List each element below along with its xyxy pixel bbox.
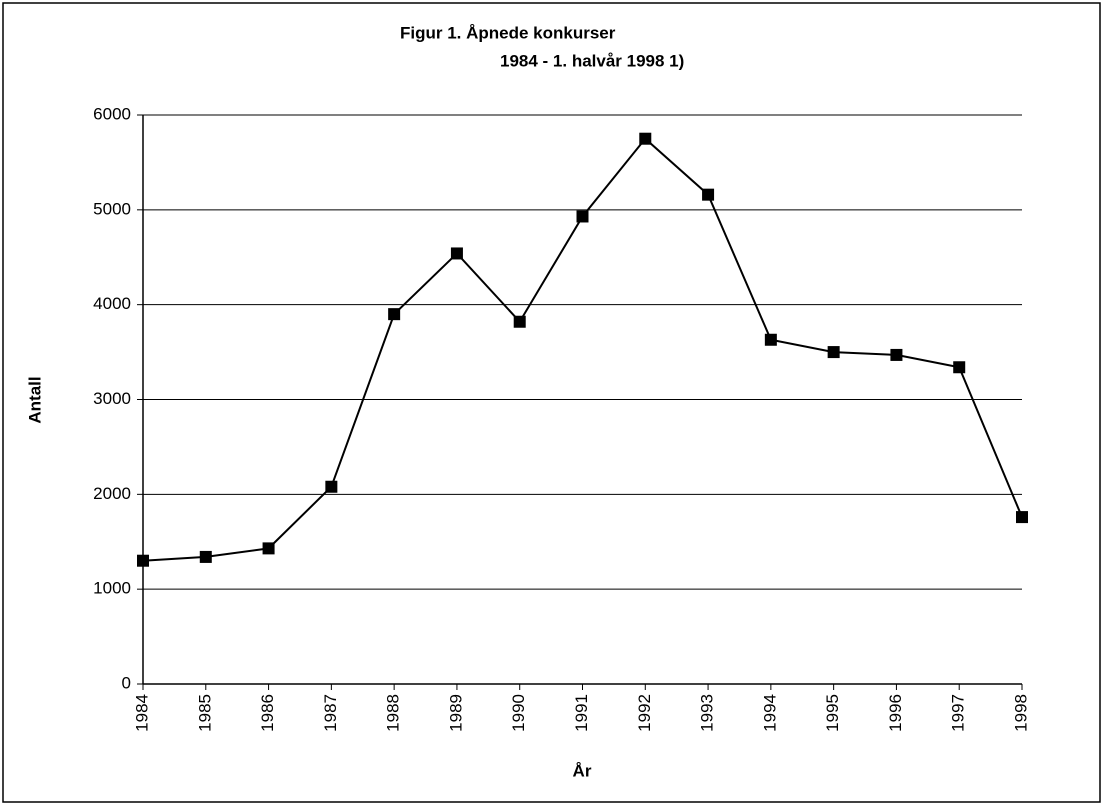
x-tick-label: 1989 [446,694,465,732]
data-point [137,554,149,567]
x-tick-label: 1992 [635,694,654,732]
x-tick-label: 1985 [195,694,214,732]
data-point [450,247,463,260]
data-point [702,188,715,201]
x-tick-label: 1987 [321,694,340,732]
data-point [953,361,966,374]
data-point [199,550,212,563]
data-point [576,210,589,223]
x-tick-label: 1996 [886,694,905,732]
y-tick-label: 2000 [93,484,131,503]
data-point [890,348,903,361]
y-axis-label: Antall [25,376,44,423]
chart-subtitle: 1984 - 1. halvår 1998 1) [500,51,684,70]
x-tick-label: 1995 [823,694,842,732]
y-tick-label: 3000 [93,389,131,408]
x-axis-label: År [573,761,592,780]
y-tick-label: 1000 [93,579,131,598]
series-line [142,137,1023,562]
x-tick-label: 1990 [509,694,528,732]
data-point [764,333,777,346]
y-tick-label: 6000 [93,104,131,123]
data-point [262,542,275,555]
x-tick-label: 1993 [698,694,717,732]
x-tick-label: 1986 [258,694,277,732]
x-tick-label: 1998 [1011,694,1030,732]
data-point [639,132,652,145]
data-point [1016,511,1028,524]
x-tick-label: 1994 [760,694,779,732]
y-tick-label: 5000 [93,199,131,218]
x-tick-label: 1988 [384,694,403,732]
y-tick-label: 4000 [93,294,131,313]
data-point [827,346,840,359]
x-tick-label: 1997 [949,694,968,732]
data-point [388,308,401,321]
x-tick-label: 1991 [572,694,591,732]
x-tick-label: 1984 [132,694,151,732]
chart-title: Figur 1. Åpnede konkurser [400,23,616,42]
data-point [513,315,526,328]
y-tick-label: 0 [122,673,131,692]
data-point [325,480,338,493]
